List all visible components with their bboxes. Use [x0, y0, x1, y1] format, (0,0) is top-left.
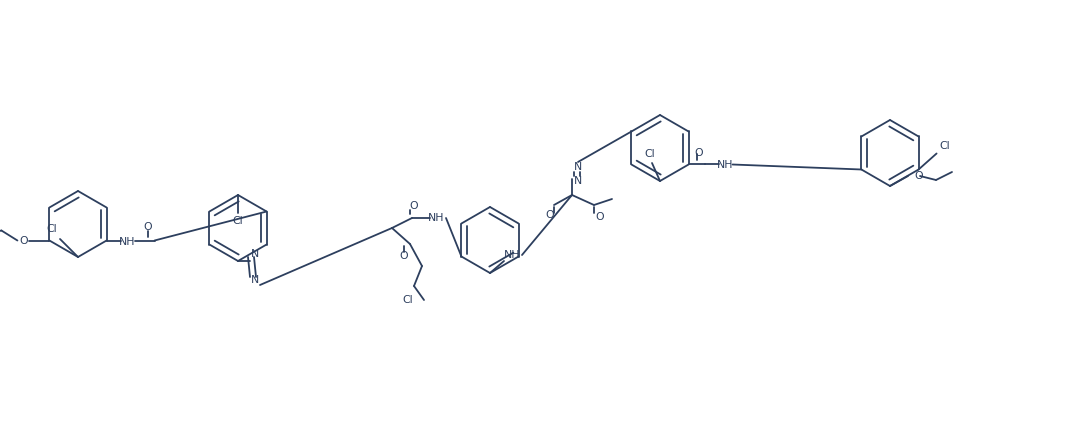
Text: O: O: [914, 171, 923, 181]
Text: O: O: [546, 210, 555, 220]
Text: N: N: [574, 176, 583, 186]
Text: O: O: [596, 212, 604, 222]
Text: O: O: [694, 147, 702, 157]
Text: N: N: [251, 249, 259, 259]
Text: N: N: [574, 162, 583, 172]
Text: NH: NH: [427, 213, 445, 223]
Text: Cl: Cl: [644, 149, 655, 159]
Text: O: O: [144, 221, 152, 232]
Text: Cl: Cl: [939, 140, 950, 150]
Text: Cl: Cl: [402, 295, 413, 305]
Text: O: O: [399, 251, 408, 261]
Text: Cl: Cl: [46, 224, 57, 234]
Text: NH: NH: [718, 160, 734, 170]
Text: O: O: [410, 201, 419, 211]
Text: O: O: [19, 235, 28, 245]
Text: NH: NH: [504, 250, 520, 260]
Text: Cl: Cl: [233, 216, 243, 226]
Text: N: N: [251, 275, 259, 285]
Text: NH: NH: [120, 236, 136, 246]
